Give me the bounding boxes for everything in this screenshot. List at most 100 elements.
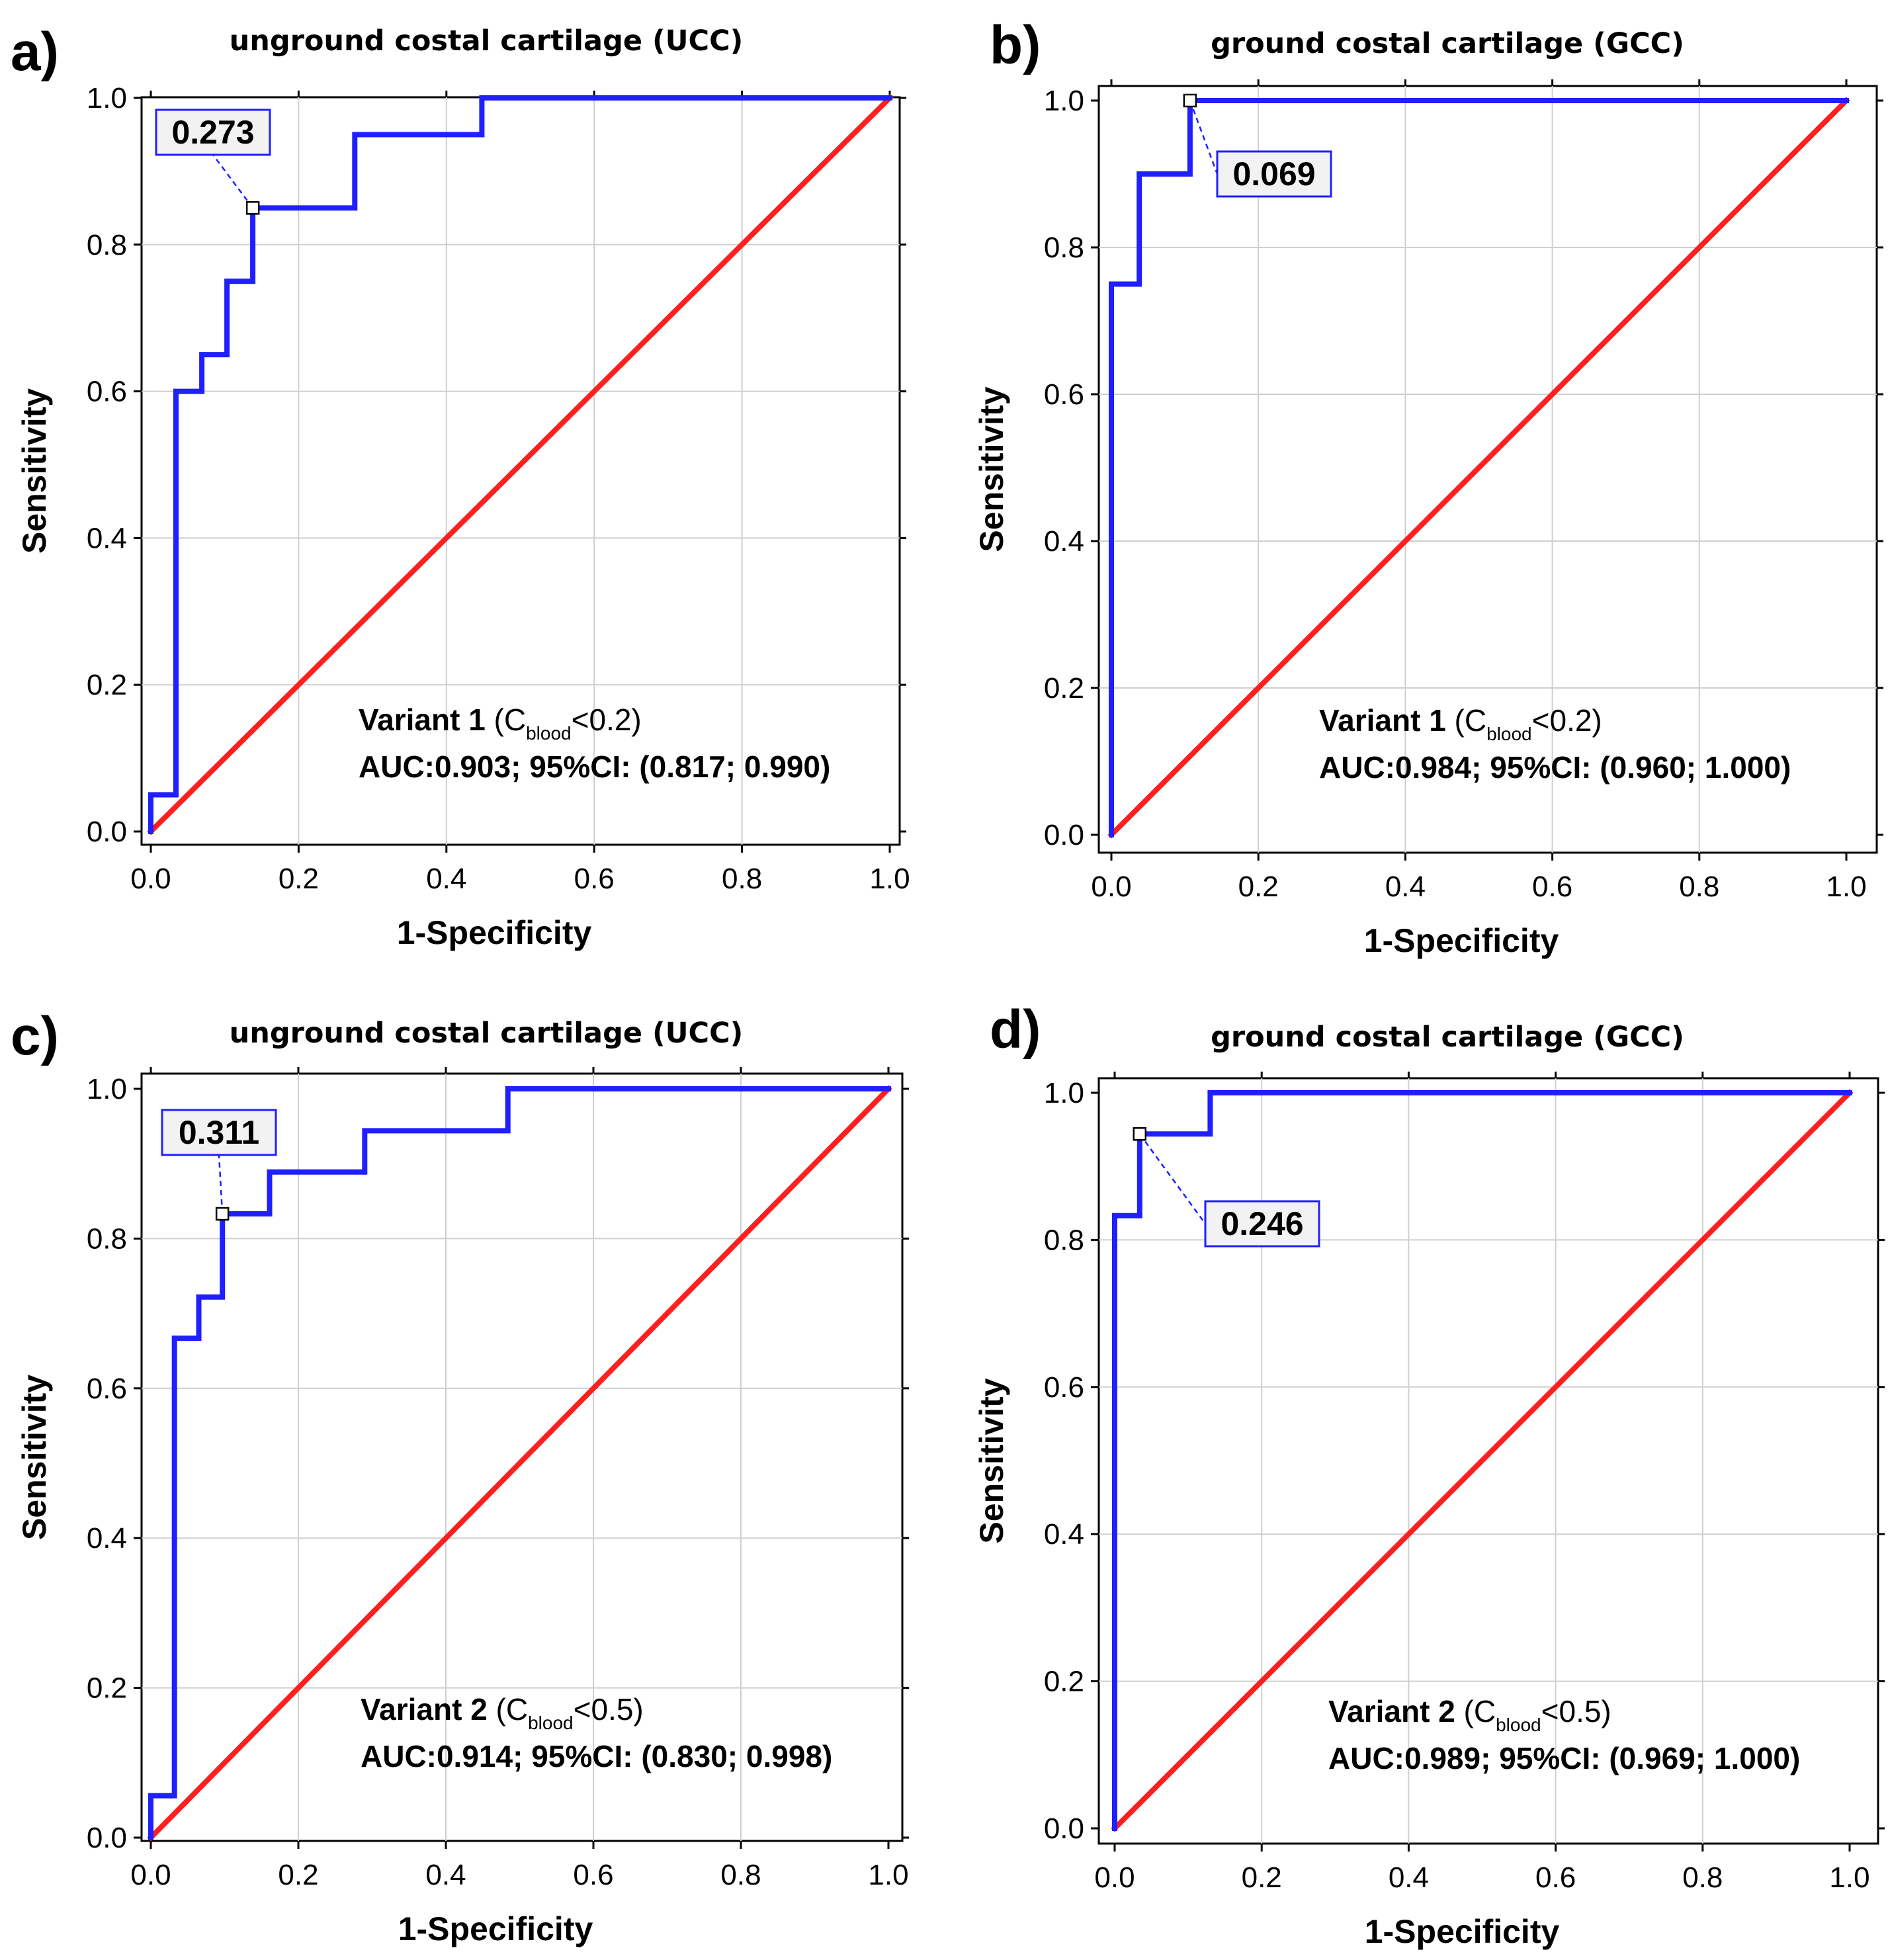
x-tick-label: 0.0 bbox=[1091, 871, 1131, 903]
y-tick-label: 0.4 bbox=[87, 1522, 127, 1555]
variant-open: (C bbox=[1455, 1694, 1496, 1728]
x-tick-label: 0.8 bbox=[1682, 1861, 1723, 1894]
y-tick-label: 0.8 bbox=[87, 1222, 127, 1255]
y-tick-label: 0.0 bbox=[1044, 819, 1084, 851]
y-tick-label: 0.8 bbox=[87, 229, 127, 261]
x-tick-label: 0.2 bbox=[1238, 871, 1279, 903]
cutoff-marker bbox=[245, 201, 260, 215]
y-tick-label: 1.0 bbox=[1044, 1077, 1084, 1109]
y-tick-label: 0.8 bbox=[1044, 1224, 1084, 1256]
x-tick-label: 0.6 bbox=[1532, 871, 1572, 903]
x-tick-label: 0.2 bbox=[279, 863, 319, 895]
y-tick-label: 0.6 bbox=[87, 376, 127, 408]
cutoff-callout-box bbox=[1216, 150, 1332, 198]
panel-letter: c) bbox=[11, 1006, 59, 1066]
x-tick-label: 0.2 bbox=[278, 1859, 318, 1891]
plot-area bbox=[1097, 85, 1878, 854]
variant-annotation: Variant 2 (Cblood<0.5) bbox=[361, 1692, 644, 1733]
cutoff-label: 0.069 bbox=[1232, 155, 1315, 192]
y-tick-label: 0.2 bbox=[1044, 672, 1084, 704]
x-tick-label: 1.0 bbox=[868, 1859, 908, 1891]
x-tick-label: 0.6 bbox=[1535, 1861, 1576, 1894]
panel-letter: b) bbox=[990, 15, 1041, 75]
y-tick-label: 0.8 bbox=[1044, 232, 1084, 264]
y-tick-label: 0.4 bbox=[1044, 525, 1084, 558]
x-tick-label: 1.0 bbox=[869, 863, 910, 895]
roc-curve bbox=[148, 95, 892, 834]
auc-annotation: AUC:0.989; 95%CI: (0.969; 1.000) bbox=[1328, 1741, 1800, 1775]
y-tick-label: 0.6 bbox=[1044, 378, 1084, 411]
y-axis-label: Sensitivity bbox=[16, 1375, 53, 1540]
auc-annotation: AUC:0.903; 95%CI: (0.817; 0.990) bbox=[359, 749, 830, 784]
variant-close: <0.2) bbox=[1532, 703, 1602, 738]
y-tick-label: 0.6 bbox=[87, 1373, 127, 1405]
roc-panel: c) unground costal cartilage (UCC) 0.00.0 0… bbox=[11, 1006, 909, 1947]
x-tick-label: 0.4 bbox=[425, 1859, 466, 1891]
chart-title: unground costal cartilage (UCC) bbox=[230, 1017, 744, 1050]
cutoff-callout-box bbox=[155, 108, 271, 156]
variant-subscript: blood bbox=[528, 1713, 574, 1733]
y-axis-label: Sensitivity bbox=[973, 386, 1010, 552]
variant-name: Variant 1 bbox=[1319, 703, 1446, 738]
variant-name: Variant 2 bbox=[1328, 1694, 1455, 1728]
y-axis-label: Sensitivity bbox=[16, 388, 53, 554]
variant-close: <0.5) bbox=[574, 1692, 644, 1726]
chart-title: unground costal cartilage (UCC) bbox=[230, 24, 744, 58]
auc-annotation: AUC:0.914; 95%CI: (0.830; 0.998) bbox=[361, 1739, 832, 1773]
variant-subscript: blood bbox=[526, 723, 572, 744]
variant-subscript: blood bbox=[1496, 1715, 1541, 1735]
y-tick-label: 0.0 bbox=[87, 816, 127, 848]
y-tick-label: 0.2 bbox=[87, 1672, 127, 1705]
x-axis-label: 1-Specificity bbox=[398, 1910, 593, 1947]
x-tick-label: 0.8 bbox=[722, 863, 762, 895]
cutoff-marker bbox=[1133, 1127, 1147, 1141]
y-tick-label: 0.0 bbox=[87, 1822, 127, 1854]
x-tick-label: 0.4 bbox=[1385, 871, 1426, 903]
callout-leader bbox=[212, 154, 254, 209]
variant-name: Variant 1 bbox=[359, 703, 486, 737]
y-tick-label: 0.0 bbox=[1044, 1812, 1084, 1845]
variant-open: (C bbox=[1446, 703, 1486, 738]
cutoff-label: 0.311 bbox=[179, 1114, 259, 1151]
cutoff-callout-box bbox=[1204, 1200, 1320, 1248]
chart-title: ground costal cartilage (GCC) bbox=[1211, 27, 1684, 60]
x-tick-label: 0.0 bbox=[130, 1859, 171, 1891]
auc-annotation: AUC:0.984; 95%CI: (0.960; 1.000) bbox=[1319, 750, 1791, 785]
variant-name: Variant 2 bbox=[361, 1692, 488, 1726]
roc-panel: b) ground costal cartilage (GCC) 0.00.0 0.2… bbox=[973, 15, 1883, 959]
variant-open: (C bbox=[488, 1692, 528, 1726]
chart-title: ground costal cartilage (GCC) bbox=[1211, 1021, 1684, 1054]
y-tick-label: 1.0 bbox=[87, 82, 127, 114]
x-tick-label: 0.4 bbox=[426, 863, 466, 895]
variant-close: <0.2) bbox=[572, 703, 642, 737]
panel-letter: d) bbox=[990, 1000, 1041, 1060]
x-axis-label: 1-Specificity bbox=[1365, 1913, 1560, 1950]
variant-annotation: Variant 1 (Cblood<0.2) bbox=[359, 703, 642, 744]
reference-line bbox=[147, 1085, 892, 1842]
reference-line bbox=[1111, 1089, 1854, 1832]
y-tick-label: 0.4 bbox=[1044, 1518, 1084, 1551]
plot-area bbox=[140, 96, 901, 846]
variant-annotation: Variant 1 (Cblood<0.2) bbox=[1319, 703, 1602, 744]
x-axis-label: 1-Specificity bbox=[1364, 922, 1559, 959]
y-tick-label: 0.4 bbox=[87, 522, 127, 554]
roc-panel: d) ground costal cartilage (GCC) 0.0 0.0 0.2… bbox=[973, 1000, 1885, 1950]
x-tick-label: 0.6 bbox=[573, 1859, 613, 1891]
reference-line bbox=[147, 94, 894, 835]
cutoff-label: 0.246 bbox=[1221, 1205, 1303, 1242]
callout-leader bbox=[1138, 1133, 1207, 1224]
variant-subscript: blood bbox=[1486, 724, 1532, 744]
x-tick-label: 0.4 bbox=[1389, 1861, 1429, 1894]
x-tick-label: 1.0 bbox=[1829, 1861, 1869, 1894]
x-tick-label: 0.0 bbox=[130, 863, 171, 895]
y-tick-label: 0.6 bbox=[1044, 1371, 1084, 1404]
x-axis-label: 1-Specificity bbox=[397, 914, 592, 951]
callout-leader bbox=[1189, 100, 1219, 175]
x-tick-label: 0.6 bbox=[574, 863, 615, 895]
panel-letter: a) bbox=[11, 22, 59, 82]
x-tick-label: 0.8 bbox=[720, 1859, 761, 1891]
reference-line bbox=[1107, 97, 1850, 839]
y-axis-label: Sensitivity bbox=[973, 1378, 1010, 1543]
y-tick-label: 1.0 bbox=[87, 1073, 127, 1105]
